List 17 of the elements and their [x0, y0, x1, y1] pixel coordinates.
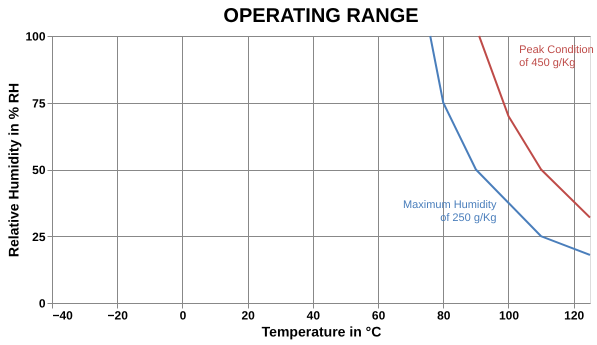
x-tick-label: 120: [564, 308, 585, 322]
x-tick-label: 0: [180, 308, 187, 322]
x-tick-label: −40: [52, 308, 74, 322]
x-tick-label: −20: [108, 308, 128, 322]
x-tick-label: 20: [241, 308, 256, 322]
y-axis-title: Relative Humidity in % RH: [5, 82, 22, 258]
x-tick-label: 100: [498, 308, 520, 322]
y-tick-label: 25: [32, 230, 46, 244]
y-tick-label: 50: [32, 163, 46, 177]
x-axis-title: Temperature in °C: [262, 324, 382, 340]
y-tick-label: 75: [32, 96, 46, 110]
y-tick-label: 100: [25, 30, 46, 44]
chart-title: OPERATING RANGE: [223, 5, 419, 27]
y-tick-label: 0: [38, 296, 46, 310]
x-tick-label: 80: [437, 308, 451, 322]
x-tick-label: 40: [306, 308, 320, 322]
x-tick-label: 60: [372, 308, 386, 322]
